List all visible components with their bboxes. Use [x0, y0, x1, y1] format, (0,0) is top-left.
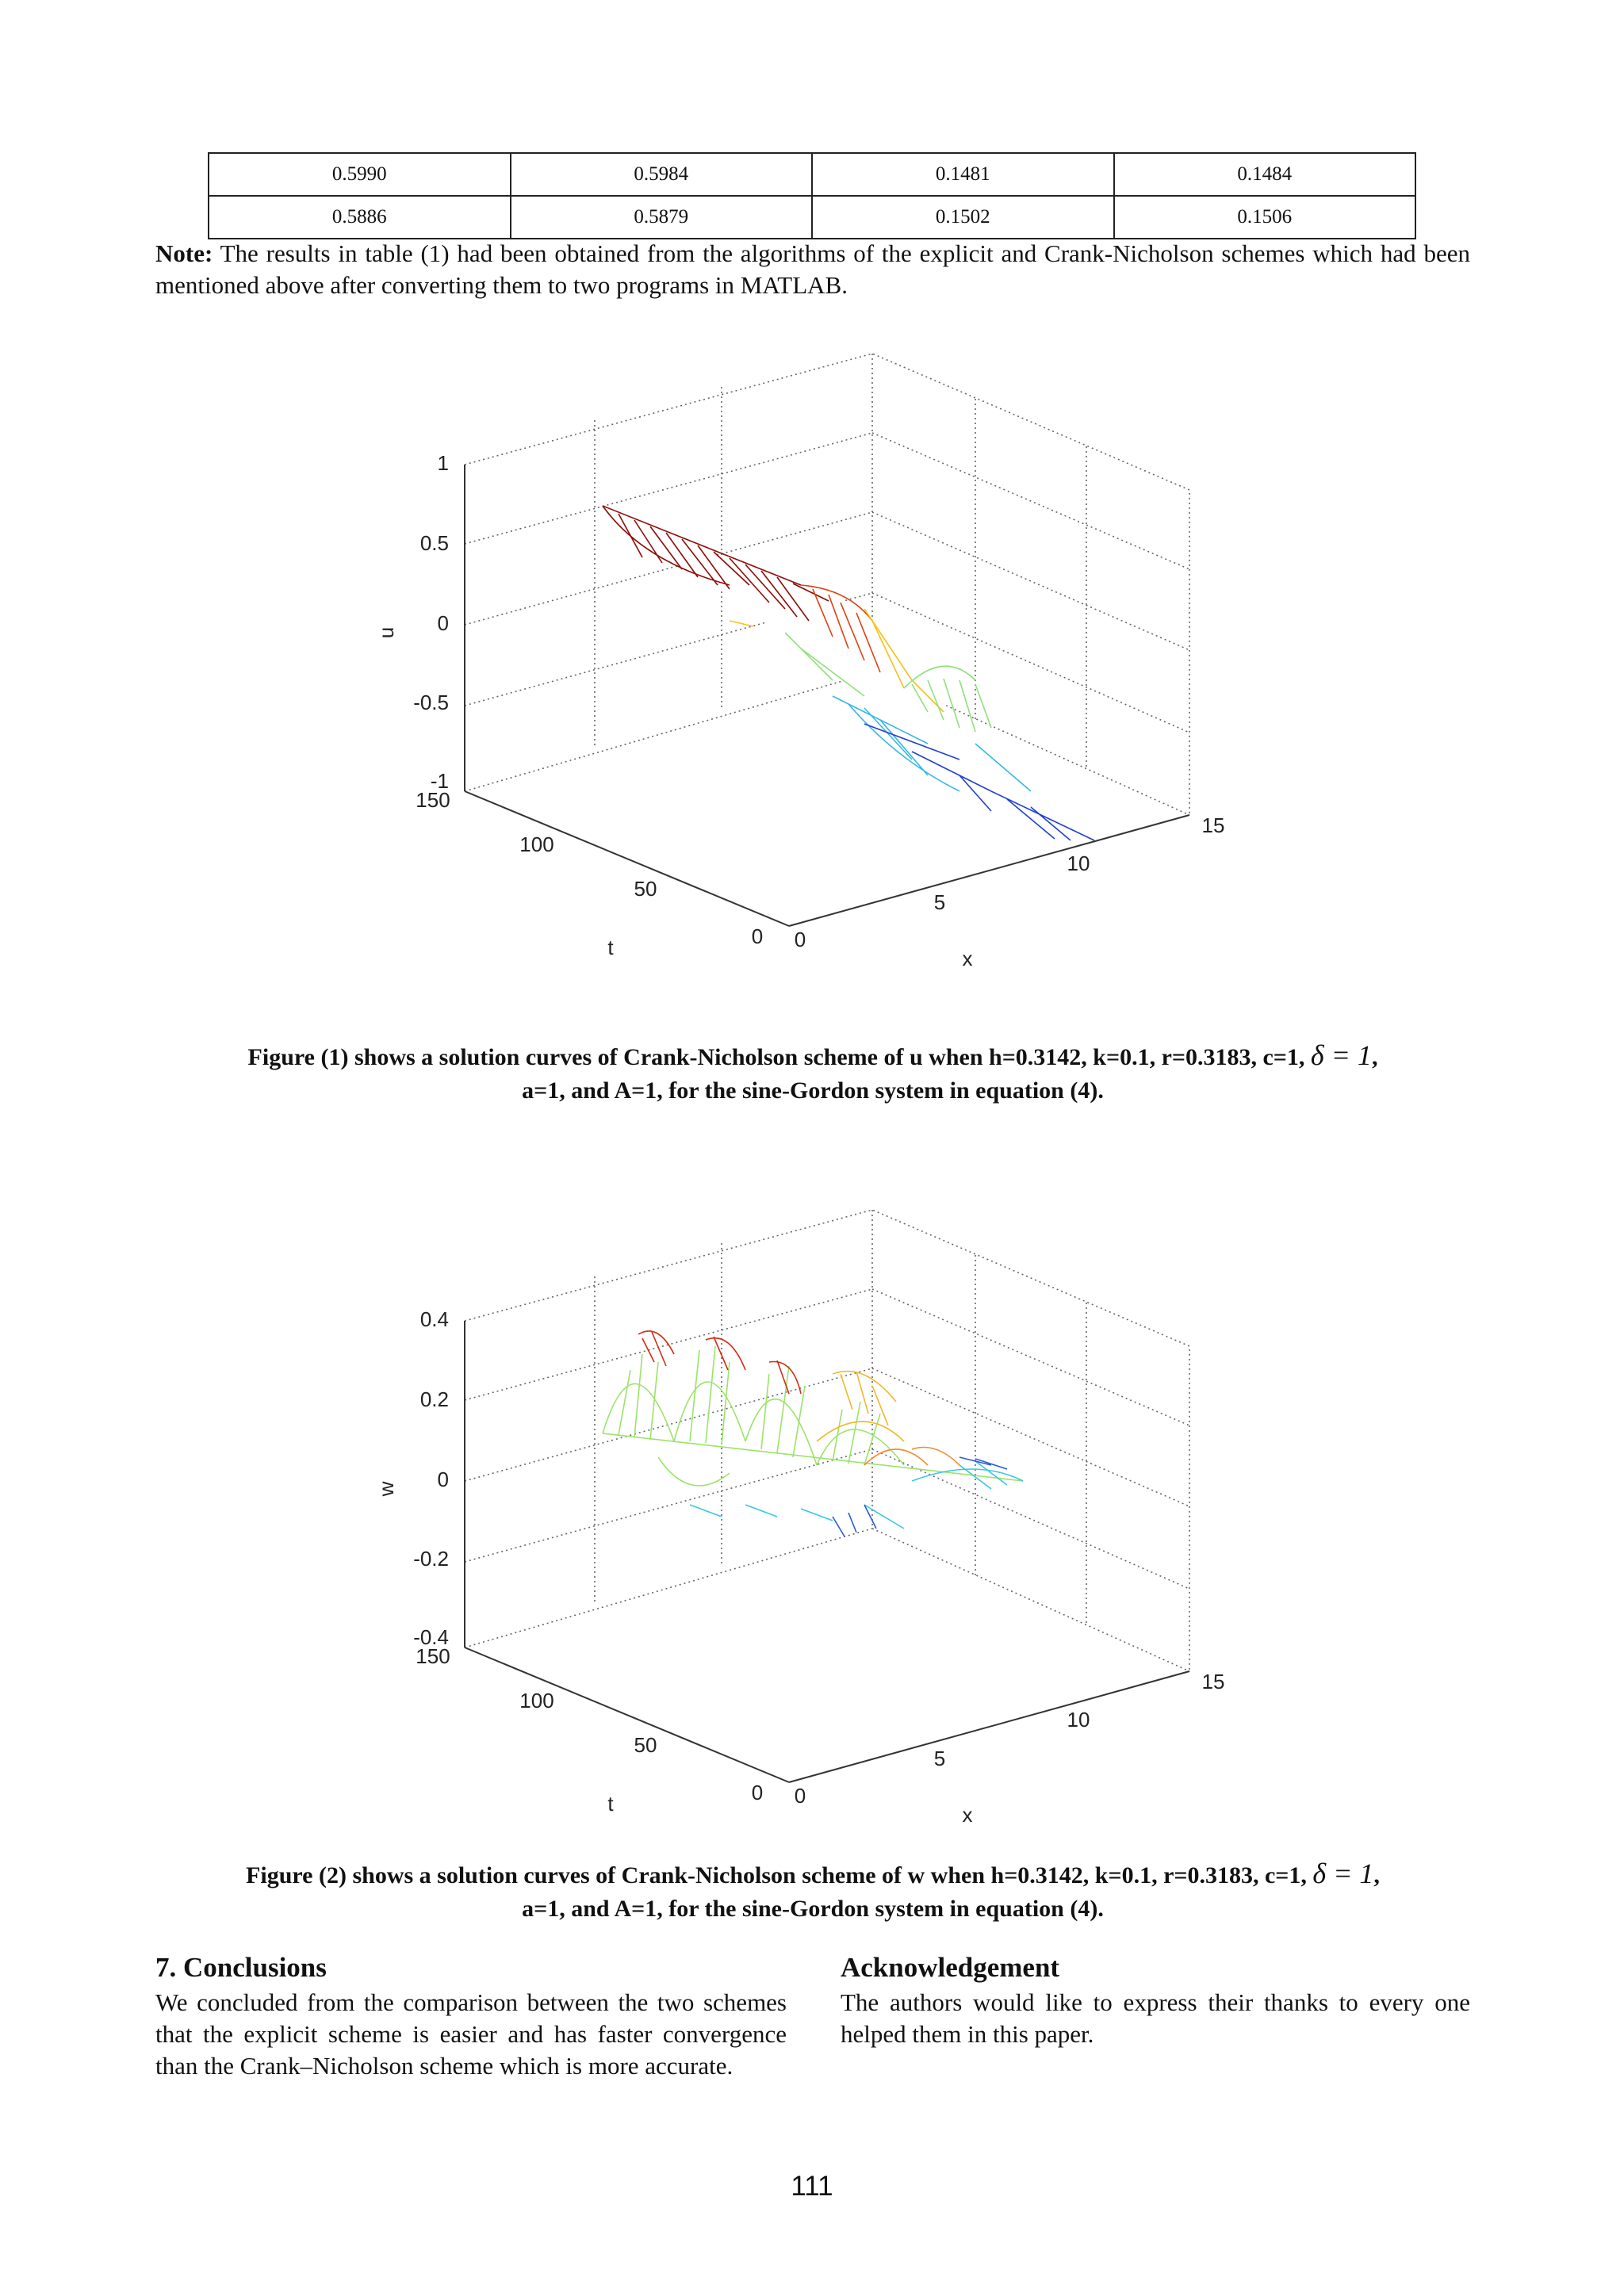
axes-box	[464, 353, 1190, 816]
x-tick-label: 10	[1067, 1708, 1090, 1732]
caption-delta: δ = 1	[1310, 1039, 1372, 1071]
table-cell: 0.1481	[811, 152, 1115, 197]
z-tick-label: -0.4	[413, 1625, 449, 1649]
results-table: 0.5990 0.5984 0.1481 0.1484 0.5886 0.587…	[208, 152, 1416, 239]
table-cell: 0.1502	[811, 195, 1115, 239]
t-tick-label: 100	[519, 832, 553, 856]
z-axis-label: u	[374, 627, 398, 638]
figure-2-plot: 0.4 0.2 0 -0.2 -0.4 w 150 100 50 0 t 0 5…	[374, 1209, 1225, 1827]
z-tick-labels: 0.4 0.2 0 -0.2 -0.4	[413, 1307, 449, 1649]
figure-1-plot: 1 0.5 0 -0.5 -1 u 150 100 50 0 t 0 5 10 …	[374, 353, 1225, 970]
t-tick-label: 100	[519, 1689, 553, 1712]
table-cell: 0.5984	[509, 152, 813, 197]
x-tick-label: 5	[934, 890, 945, 914]
z-tick-label: 1	[438, 451, 449, 475]
note-paragraph: Note: The results in table (1) had been …	[155, 238, 1470, 301]
t-tick-label: 50	[634, 877, 657, 901]
table-cell: 0.1484	[1113, 152, 1416, 197]
t-tick-labels: 150 100 50 0	[416, 1644, 763, 1804]
t-axis-label: t	[607, 936, 614, 959]
z-tick-label: -0.2	[413, 1547, 449, 1571]
z-tick-label: 0	[438, 611, 449, 635]
x-tick-label: 15	[1202, 1670, 1225, 1693]
note-text: The results in table (1) had been obtain…	[155, 239, 1470, 299]
z-tick-label: -1	[431, 769, 449, 793]
caption-text: a=1, and A=1, for the sine-Gordon system…	[522, 1077, 1104, 1104]
z-axis-label: w	[374, 1481, 398, 1497]
conclusions-title: 7. Conclusions	[155, 1952, 327, 1983]
caption-delta: δ = 1	[1312, 1858, 1374, 1889]
axes-solid	[464, 1321, 1190, 1783]
z-tick-label: -0.5	[413, 691, 449, 714]
caption-comma: ,	[1371, 1044, 1378, 1070]
figure-1-caption: Figure (1) shows a solution curves of Cr…	[155, 1039, 1470, 1108]
t-tick-label: 0	[752, 1781, 763, 1804]
t-tick-label: 0	[752, 924, 763, 948]
x-tick-labels: 0 5 10 15	[795, 813, 1225, 951]
caption-text: Figure (2) shows a solution curves of Cr…	[246, 1862, 1307, 1888]
caption-comma: ,	[1373, 1862, 1380, 1888]
x-tick-label: 0	[795, 928, 806, 951]
caption-text: Figure (1) shows a solution curves of Cr…	[247, 1044, 1305, 1070]
t-tick-label: 150	[416, 1644, 450, 1668]
axes-box	[464, 1209, 1190, 1672]
x-tick-label: 15	[1202, 813, 1225, 837]
acknowledgement-text: The authors would like to express their …	[841, 1988, 1470, 2048]
acknowledgement-title: Acknowledgement	[841, 1952, 1060, 1983]
x-tick-label: 10	[1067, 851, 1090, 875]
z-tick-labels: 1 0.5 0 -0.5 -1	[413, 451, 449, 793]
note-label: Note:	[155, 239, 213, 267]
figure-1: 1 0.5 0 -0.5 -1 u 150 100 50 0 t 0 5 10 …	[357, 347, 1269, 982]
table-cell: 0.5879	[509, 195, 813, 239]
x-tick-label: 0	[795, 1784, 806, 1808]
z-tick-label: 0.5	[420, 531, 449, 555]
t-axis-label: t	[607, 1792, 614, 1816]
t-tick-label: 50	[634, 1733, 657, 1757]
t-tick-labels: 150 100 50 0	[416, 788, 763, 948]
x-axis-label: x	[963, 947, 973, 970]
z-tick-label: 0.4	[420, 1307, 449, 1331]
x-tick-label: 5	[934, 1747, 945, 1770]
surface-w	[602, 1330, 1024, 1537]
x-axis-label: x	[963, 1803, 973, 1827]
figure-2: 0.4 0.2 0 -0.2 -0.4 w 150 100 50 0 t 0 5…	[357, 1203, 1269, 1838]
x-tick-labels: 0 5 10 15	[795, 1670, 1225, 1808]
table-row: 0.5886 0.5879 0.1502 0.1506	[208, 195, 1416, 239]
t-tick-label: 150	[416, 788, 450, 812]
surface-u	[602, 505, 1095, 841]
page-number: 111	[791, 2171, 833, 2202]
table-cell: 0.5990	[208, 152, 511, 197]
table-row: 0.5990 0.5984 0.1481 0.1484	[208, 152, 1416, 197]
figure-2-caption: Figure (2) shows a solution curves of Cr…	[155, 1857, 1470, 1926]
z-tick-label: 0.2	[420, 1387, 449, 1411]
conclusions-text: We concluded from the comparison between…	[155, 1988, 787, 2080]
table-cell: 0.1506	[1113, 195, 1416, 239]
caption-text: a=1, and A=1, for the sine-Gordon system…	[522, 1896, 1104, 1922]
axes-solid	[464, 465, 1190, 927]
z-tick-label: 0	[438, 1468, 449, 1491]
table-cell: 0.5886	[208, 195, 511, 239]
